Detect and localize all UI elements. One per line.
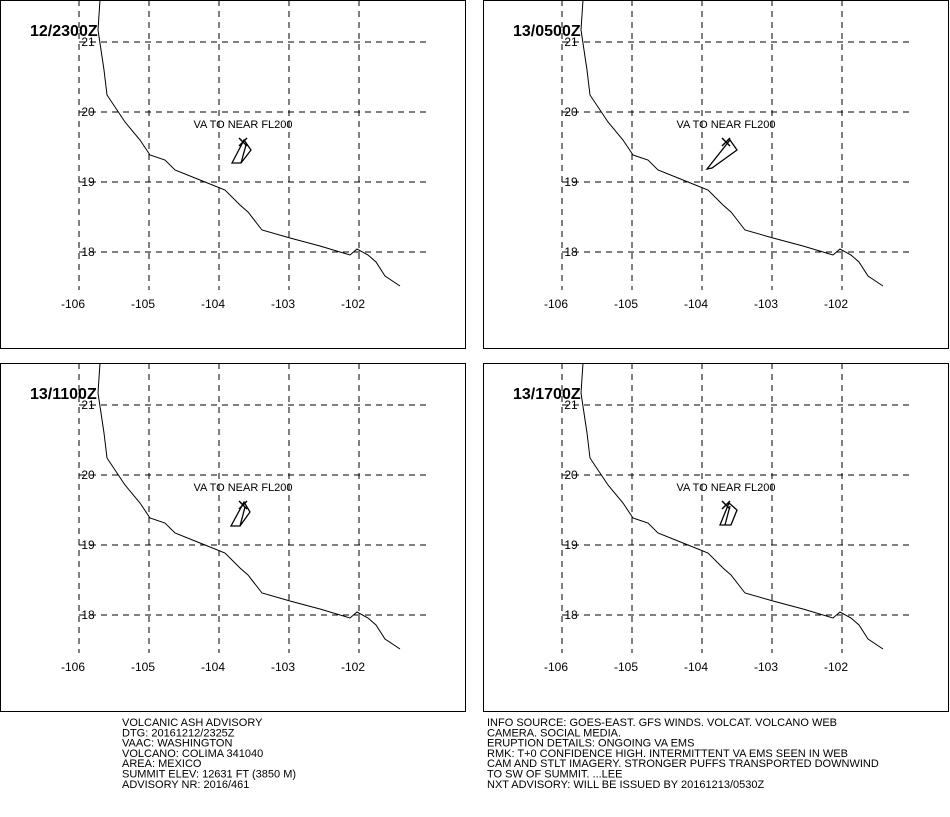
lon-label: -106 <box>61 660 85 674</box>
ash-annotation: VA TO NEAR FL200 <box>193 482 292 494</box>
panel-frame <box>0 0 466 349</box>
ash-cloud <box>229 500 251 527</box>
lat-label: 19 <box>564 538 578 552</box>
lon-label: -106 <box>544 297 568 311</box>
ash-cloud <box>719 501 738 526</box>
info-line: INFO SOURCE: GOES-EAST. GFS WINDS. VOLCA… <box>487 717 837 729</box>
info-line: VAAC: WASHINGTON <box>122 738 232 750</box>
lat-label: 18 <box>81 608 95 622</box>
lon-label: -105 <box>131 297 155 311</box>
lon-label: -102 <box>341 297 365 311</box>
panel-frame <box>483 363 949 712</box>
panel-frame <box>483 0 949 349</box>
info-line: DTG: 20161212/2325Z <box>122 727 235 739</box>
lon-label: -104 <box>201 660 225 674</box>
lon-label: -105 <box>614 660 638 674</box>
lat-label: 18 <box>564 245 578 259</box>
volcano-marker <box>721 137 731 147</box>
info-line: SUMMIT ELEV: 12631 FT (3850 M) <box>122 769 296 781</box>
lat-label: 21 <box>564 398 578 412</box>
lon-label: -102 <box>824 660 848 674</box>
lon-label: -104 <box>684 297 708 311</box>
info-line: AREA: MEXICO <box>122 758 202 770</box>
lat-label: 20 <box>564 105 578 119</box>
valid-time: 13/0500Z <box>513 23 581 40</box>
volcano-marker <box>238 137 248 147</box>
info-line: CAMERA. SOCIAL MEDIA. <box>487 727 621 739</box>
lon-label: -104 <box>684 660 708 674</box>
lat-label: 18 <box>564 608 578 622</box>
ash-cloud <box>230 138 252 164</box>
lat-label: 20 <box>564 468 578 482</box>
volcano-marker <box>238 500 248 510</box>
lat-label: 21 <box>81 35 95 49</box>
ash-annotation: VA TO NEAR FL200 <box>676 119 775 131</box>
coastline <box>580 0 884 287</box>
lat-label: 19 <box>564 175 578 189</box>
info-line: NXT ADVISORY: WILL BE ISSUED BY 20161213… <box>487 779 764 791</box>
lon-label: -104 <box>201 297 225 311</box>
coastline <box>97 362 401 650</box>
lat-label: 20 <box>81 468 95 482</box>
map-panel: -106 -105 -104 -103 -102 21 20 19 18 13/1700Z VA T… <box>483 362 949 712</box>
coastline <box>97 0 401 287</box>
info-line: VOLCANIC ASH ADVISORY <box>122 717 263 729</box>
ash-annotation: VA TO NEAR FL200 <box>193 119 292 131</box>
lat-label: 19 <box>81 175 95 189</box>
info-line: TO SW OF SUMMIT. ...LEE <box>487 769 622 781</box>
ash-annotation: VA TO NEAR FL200 <box>676 482 775 494</box>
info-line: ERUPTION DETAILS: ONGOING VA EMS <box>487 738 694 750</box>
lon-label: -103 <box>754 660 778 674</box>
lon-label: -102 <box>824 297 848 311</box>
volcano-marker <box>721 500 731 510</box>
lon-label: -106 <box>61 297 85 311</box>
lon-label: -106 <box>544 660 568 674</box>
map-panel: -106 -105 -104 -103 -102 21 20 19 18 13/0500Z VA T… <box>483 0 949 349</box>
info-line: RMK: T+0 CONFIDENCE HIGH. INTERMITTENT V… <box>487 748 848 760</box>
coastline <box>580 362 884 650</box>
lon-label: -105 <box>131 660 155 674</box>
lon-label: -105 <box>614 297 638 311</box>
lon-label: -103 <box>271 660 295 674</box>
info-line: ADVISORY NR: 2016/461 <box>122 779 249 791</box>
lon-label: -102 <box>341 660 365 674</box>
panel-frame <box>0 363 466 712</box>
map-panel: -106 -105 -104 -103 -102 21 20 19 18 12/2300Z VA T… <box>0 0 466 349</box>
ash-cloud <box>705 138 738 170</box>
info-line: CAM AND STLT IMAGERY. STRONGER PUFFS TRA… <box>487 758 879 770</box>
lat-label: 21 <box>81 398 95 412</box>
lon-label: -103 <box>754 297 778 311</box>
valid-time: 12/2300Z <box>30 23 98 40</box>
valid-time: 13/1700Z <box>513 386 581 403</box>
info-line: VOLCANO: COLIMA 341040 <box>122 748 263 760</box>
map-panel: -106 -105 -104 -103 -102 21 20 19 18 13/1100Z VA T… <box>0 362 466 712</box>
lat-label: 18 <box>81 245 95 259</box>
lat-label: 21 <box>564 35 578 49</box>
lat-label: 20 <box>81 105 95 119</box>
lat-label: 19 <box>81 538 95 552</box>
lon-label: -103 <box>271 297 295 311</box>
valid-time: 13/1100Z <box>30 386 97 403</box>
